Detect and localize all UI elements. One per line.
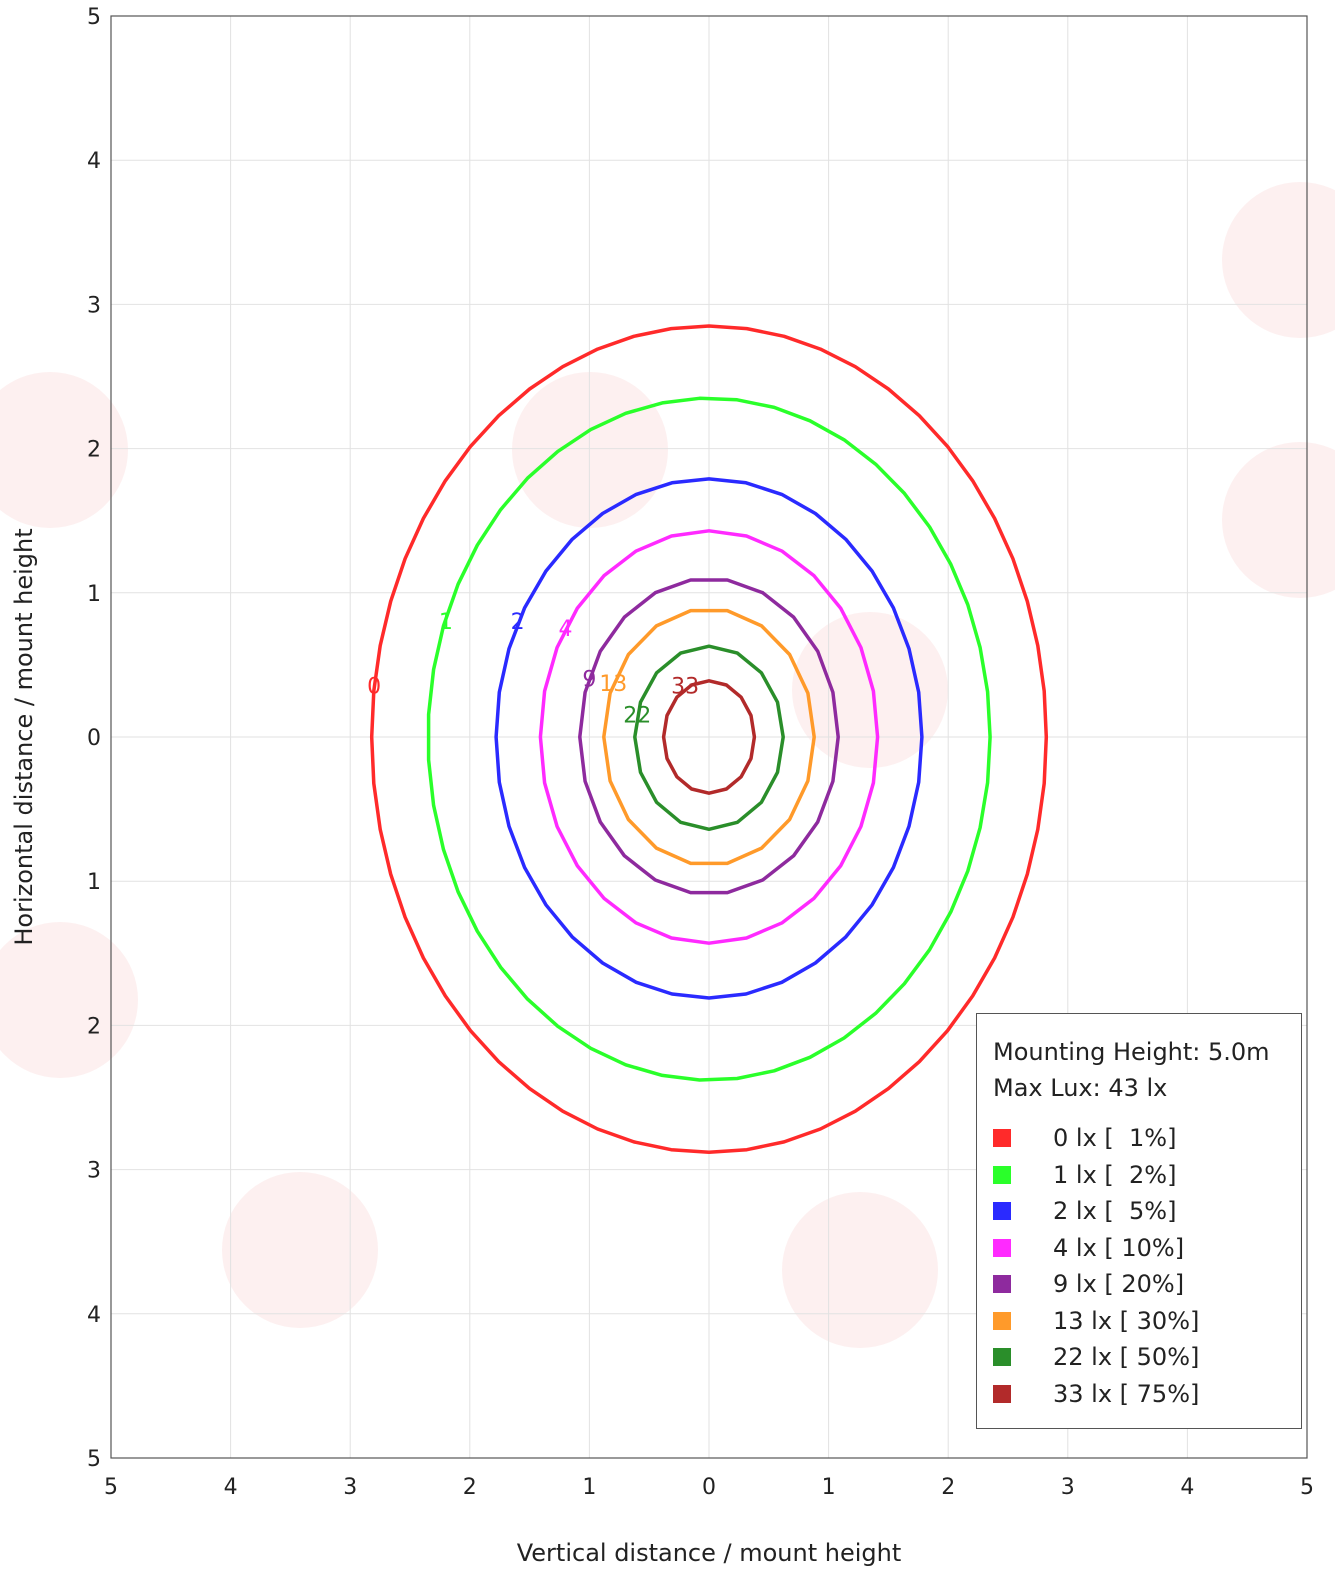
contour-33-lx — [661, 679, 757, 795]
y-tick-label: 2 — [87, 438, 101, 463]
legend-entry: 22 lx [ 50%] — [993, 1339, 1301, 1376]
x-tick-labels: 5 4 3 2 1 0 1 2 3 4 5 — [104, 1475, 1314, 1500]
legend-entry-label: 9 lx [ 20%] — [1053, 1270, 1185, 1299]
contour-label-33: 33 — [671, 675, 699, 700]
y-tick-label: 3 — [87, 293, 101, 318]
legend-swatch — [993, 1384, 1011, 1403]
watermark-logo-5 — [792, 612, 948, 768]
watermark-logo-4 — [782, 1192, 938, 1348]
legend-mounting-height: Mounting Height: 5.0m — [993, 1038, 1270, 1066]
contour-2-lx — [494, 477, 924, 1000]
legend-entry-label: 13 lx [ 30%] — [1053, 1306, 1200, 1335]
x-tick-label: 1 — [582, 1475, 596, 1500]
contour-4-lx — [538, 529, 880, 945]
legend-swatch — [993, 1202, 1011, 1221]
legend-entry-label: 4 lx [ 10%] — [1053, 1233, 1185, 1262]
legend-entry-label: 22 lx [ 50%] — [1053, 1343, 1200, 1372]
contour-22-lx — [633, 644, 785, 832]
contour-label-0: 0 — [367, 675, 381, 700]
contour-labels: 0 1 2 4 9 13 22 33 — [367, 610, 699, 729]
contour-1-lx — [426, 396, 992, 1082]
y-tick-label: 2 — [87, 1014, 101, 1039]
contour-13-lx — [602, 608, 816, 866]
legend-entry-label: 1 lx [ 2%] — [1053, 1160, 1177, 1189]
y-tick-label: 4 — [87, 1303, 101, 1328]
watermark-logo-2 — [222, 1172, 378, 1328]
watermark-logo-3 — [512, 372, 668, 528]
legend-entry: 2 lx [ 5%] — [993, 1193, 1301, 1230]
y-tick-label: 0 — [87, 726, 101, 751]
legend-entry: 1 lx [ 2%] — [993, 1157, 1301, 1194]
legend-swatch — [993, 1311, 1011, 1330]
legend-swatch — [993, 1165, 1011, 1184]
watermark-logo-0 — [0, 372, 128, 528]
x-tick-label: 2 — [463, 1475, 477, 1500]
x-tick-label: 4 — [1180, 1475, 1194, 1500]
y-tick-label: 5 — [87, 5, 101, 30]
contour-label-1: 1 — [439, 610, 453, 635]
legend: Mounting Height: 5.0m Max Lux: 43 lx 0 l… — [976, 1013, 1302, 1429]
legend-entry-label: 33 lx [ 75%] — [1053, 1379, 1200, 1408]
x-tick-label: 5 — [1300, 1475, 1314, 1500]
y-tick-label: 1 — [87, 582, 101, 607]
y-tick-label: 4 — [87, 149, 101, 174]
x-tick-label: 0 — [702, 1475, 716, 1500]
legend-max-lux: Max Lux: 43 lx — [993, 1074, 1168, 1102]
legend-entry: 9 lx [ 20%] — [993, 1266, 1301, 1303]
contour-9-lx — [578, 578, 840, 895]
contour-label-4: 4 — [558, 617, 572, 642]
legend-entry: 13 lx [ 30%] — [993, 1303, 1301, 1340]
contour-label-9: 9 — [582, 668, 596, 693]
x-tick-label: 3 — [1061, 1475, 1075, 1500]
contour-label-22: 22 — [623, 704, 651, 729]
legend-entry: 4 lx [ 10%] — [993, 1230, 1301, 1267]
legend-swatch — [993, 1238, 1011, 1257]
legend-entry: 0 lx [ 1%] — [993, 1120, 1301, 1157]
x-tick-label: 1 — [822, 1475, 836, 1500]
contour-label-13: 13 — [599, 672, 627, 697]
x-tick-label: 2 — [941, 1475, 955, 1500]
y-tick-label: 5 — [87, 1447, 101, 1472]
contour-label-2: 2 — [511, 610, 525, 635]
x-tick-label: 5 — [104, 1475, 118, 1500]
contour-lines — [369, 324, 1049, 1155]
legend-entry-label: 0 lx [ 1%] — [1053, 1124, 1177, 1153]
legend-entries: 0 lx [ 1%] 1 lx [ 2%] 2 lx [ 5%] 4 lx [ 10%… — [993, 1120, 1301, 1412]
y-tick-labels: 5 4 3 2 1 0 1 2 3 4 5 — [87, 5, 101, 1472]
legend-swatch — [993, 1348, 1011, 1367]
x-axis-title: Vertical distance / mount height — [517, 1539, 902, 1567]
watermark-logo-7 — [1222, 182, 1335, 338]
plot-frame — [110, 15, 1308, 1459]
y-tick-label: 1 — [87, 870, 101, 895]
legend-swatch — [993, 1129, 1011, 1148]
x-tick-label: 4 — [224, 1475, 238, 1500]
legend-swatch — [993, 1275, 1011, 1294]
contour-0-lx — [369, 324, 1049, 1155]
watermark-logo-6 — [1222, 442, 1335, 598]
x-tick-label: 3 — [343, 1475, 357, 1500]
legend-entry: 33 lx [ 75%] — [993, 1376, 1301, 1413]
y-tick-label: 3 — [87, 1159, 101, 1184]
legend-entry-label: 2 lx [ 5%] — [1053, 1197, 1177, 1226]
watermark-logo-1 — [0, 922, 138, 1078]
y-axis-title: Horizontal distance / mount height — [10, 528, 38, 945]
